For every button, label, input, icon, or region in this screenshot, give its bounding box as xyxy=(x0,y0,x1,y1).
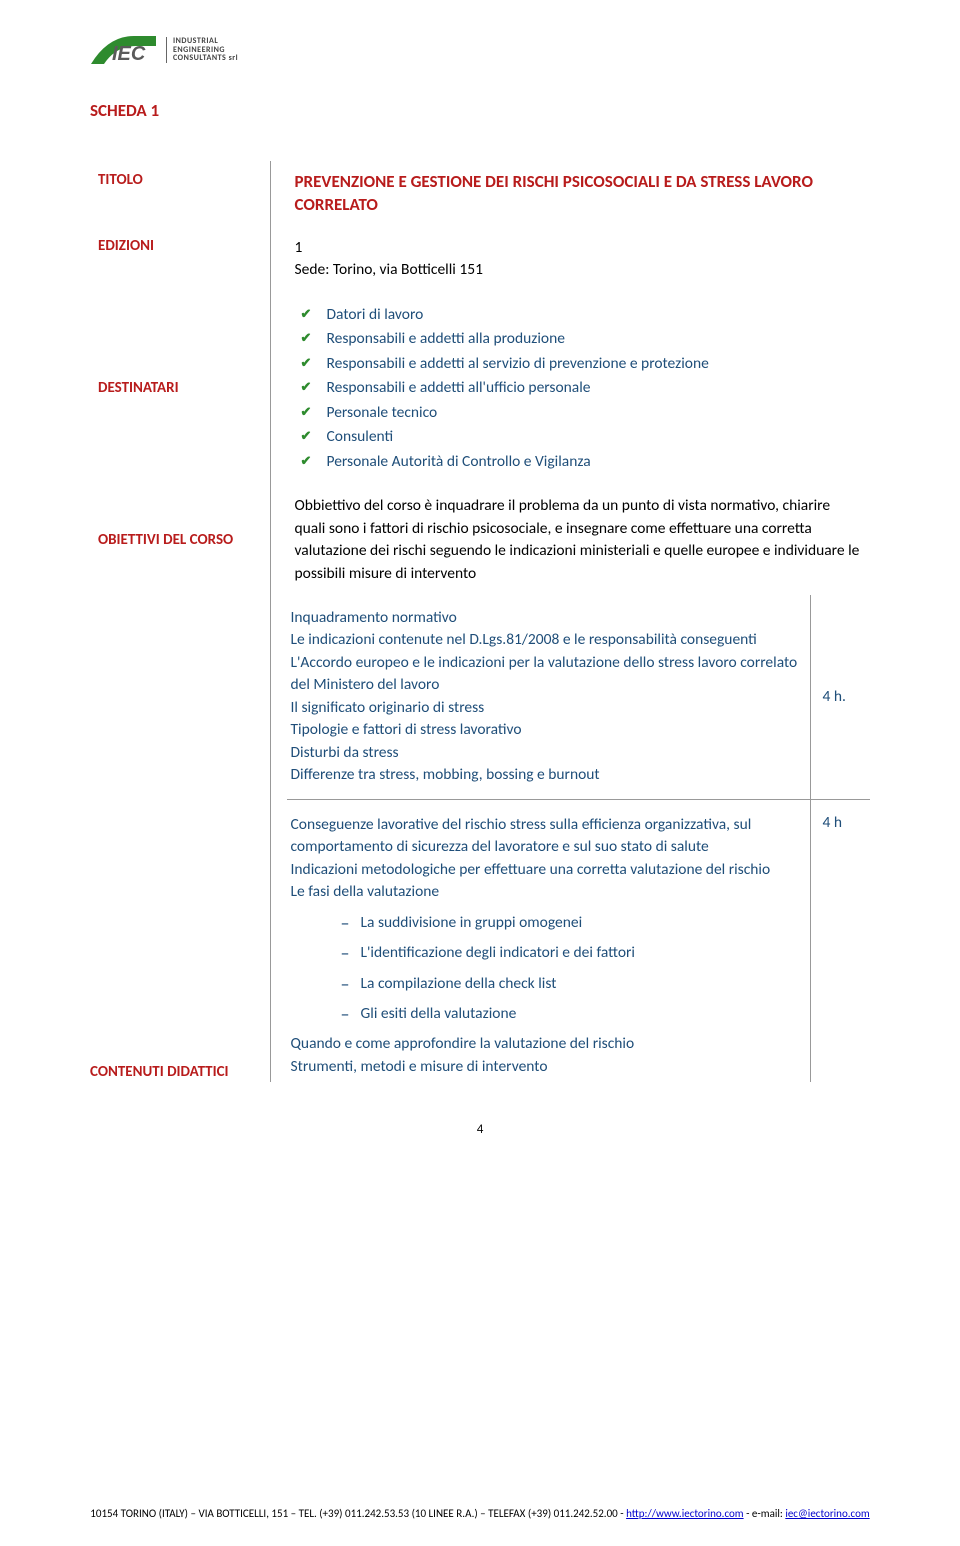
svg-text:IEC: IEC xyxy=(112,43,146,65)
footer: 10154 TORINO (ITALY) – VIA BOTTICELLI, 1… xyxy=(0,1507,960,1520)
block2-line: Quando e come approfondire la valutazion… xyxy=(291,1033,800,1055)
block2-duration: 4 h xyxy=(810,799,870,1082)
footer-link-site[interactable]: http://www.iectorino.com xyxy=(626,1507,744,1520)
bullet-item: La compilazione della check list xyxy=(341,973,800,995)
label-contenuti: CONTENUTI DIDATTICI xyxy=(90,1062,260,1081)
page: IEC INDUSTRIAL ENGINEERING CONSULTANTS s… xyxy=(0,0,960,1546)
logo-line-3: CONSULTANTS srl xyxy=(173,54,238,63)
block2-line: Conseguenze lavorative del rischio stres… xyxy=(291,814,800,859)
destinatari-item: Personale tecnico xyxy=(301,402,863,424)
block2-line: Indicazioni metodologiche per effettuare… xyxy=(291,859,800,881)
label-empty xyxy=(90,595,270,1082)
contenuti-block-1: Inquadramento normativo Le indicazioni c… xyxy=(287,595,871,1082)
value-edizioni: 1 Sede: Torino, via Botticelli 151 xyxy=(287,227,871,292)
bullet-item: Gli esiti della valutazione xyxy=(341,1003,800,1025)
label-obiettivi: OBIETTIVI DEL CORSO xyxy=(90,485,270,595)
destinatari-item: Consulenti xyxy=(301,426,863,448)
block1-line: L'Accordo europeo e le indicazioni per l… xyxy=(291,652,800,697)
label-edizioni: EDIZIONI xyxy=(90,227,270,292)
footer-mid: - e-mail: xyxy=(744,1507,786,1520)
block2-bullets: La suddivisione in gruppi omogenei L'ide… xyxy=(291,912,800,1026)
block2-line: Strumenti, metodi e misure di intervento xyxy=(291,1056,800,1078)
block1-line: Il significato originario di stress xyxy=(291,697,800,719)
destinatari-list: Datori di lavoro Responsabili e addetti … xyxy=(295,304,863,473)
scheda-label: SCHEDA 1 xyxy=(90,100,870,121)
destinatari-item: Responsabili e addetti alla produzione xyxy=(301,328,863,350)
destinatari-item: Responsabili e addetti al servizio di pr… xyxy=(301,353,863,375)
value-destinatari: Datori di lavoro Responsabili e addetti … xyxy=(287,292,871,485)
value-titolo: PREVENZIONE E GESTIONE DEI RISCHI PSICOS… xyxy=(287,161,871,227)
destinatari-item: Datori di lavoro xyxy=(301,304,863,326)
block1-line: Disturbi da stress xyxy=(291,742,800,764)
label-destinatari: DESTINATARI xyxy=(90,292,270,485)
footer-link-email[interactable]: iec@iectorino.com xyxy=(785,1507,869,1520)
label-titolo: TITOLO xyxy=(90,161,270,227)
block1-line: Tipologie e fattori di stress lavorativo xyxy=(291,719,800,741)
block1-duration: 4 h. xyxy=(810,595,870,799)
edizioni-line-2: Sede: Torino, via Botticelli 151 xyxy=(295,259,863,281)
label-contenuti-text: CONTENUTI DIDATTICI xyxy=(90,1063,229,1081)
destinatari-item: Personale Autorità di Controllo e Vigila… xyxy=(301,451,863,473)
block1-line: Le indicazioni contenute nel D.Lgs.81/20… xyxy=(291,629,800,651)
logo-text: INDUSTRIAL ENGINEERING CONSULTANTS srl xyxy=(166,37,238,63)
bullet-item: L'identificazione degli indicatori e dei… xyxy=(341,942,800,964)
block1-line: Inquadramento normativo xyxy=(291,607,800,629)
block2-line: Le fasi della valutazione xyxy=(291,881,800,903)
value-obiettivi: Obbiettivo del corso è inquadrare il pro… xyxy=(287,485,871,595)
logo-mark: IEC xyxy=(90,30,160,70)
block1-text: Inquadramento normativo Le indicazioni c… xyxy=(287,595,811,799)
block2-text: Conseguenze lavorative del rischio stres… xyxy=(287,799,811,1082)
course-table: TITOLO PREVENZIONE E GESTIONE DEI RISCHI… xyxy=(90,161,870,1082)
bullet-item: La suddivisione in gruppi omogenei xyxy=(341,912,800,934)
footer-prefix: 10154 TORINO (ITALY) – VIA BOTTICELLI, 1… xyxy=(90,1507,626,1520)
block1-line: Differenze tra stress, mobbing, bossing … xyxy=(291,764,800,786)
edizioni-line-1: 1 xyxy=(295,237,863,259)
page-number: 4 xyxy=(90,1122,870,1137)
logo: IEC INDUSTRIAL ENGINEERING CONSULTANTS s… xyxy=(90,30,870,70)
destinatari-item: Responsabili e addetti all'ufficio perso… xyxy=(301,377,863,399)
